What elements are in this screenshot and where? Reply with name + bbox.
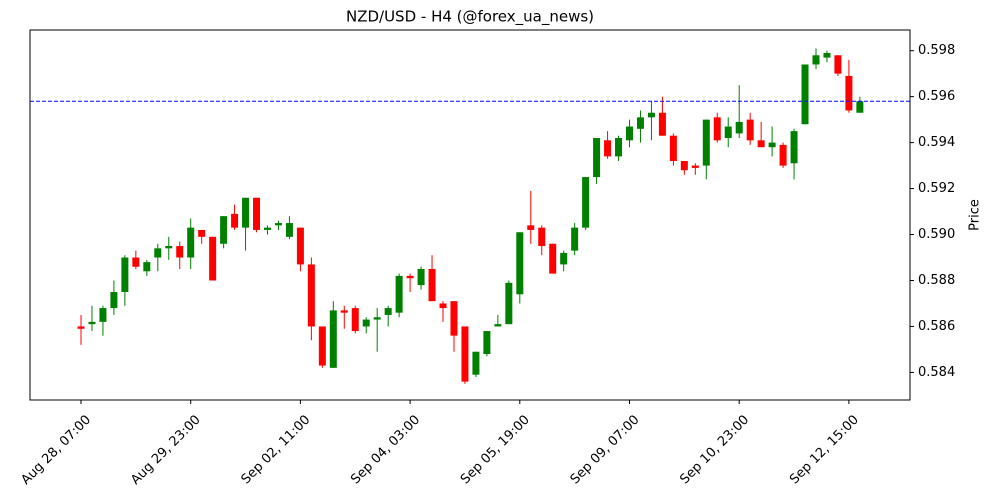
candle-body [593, 138, 601, 178]
candle-body [713, 117, 721, 141]
y-tick-label: 0.586 [918, 319, 955, 334]
candle-body [615, 138, 623, 157]
candle-body [154, 248, 162, 258]
candle-body [373, 317, 381, 320]
candle-body [165, 246, 173, 249]
candle-body [538, 227, 546, 247]
candle-body [647, 112, 655, 118]
candle-body [669, 135, 677, 161]
candle-body [626, 126, 633, 141]
candle-body [801, 64, 809, 125]
candle-body [516, 232, 524, 295]
candle-body [582, 177, 590, 228]
candle-body [768, 142, 776, 148]
candle-body [691, 165, 699, 168]
candle-body [428, 269, 436, 302]
candle-body [198, 229, 206, 237]
candle-body [472, 351, 480, 375]
candle-body [274, 223, 282, 226]
candle-body [88, 321, 96, 325]
y-tick-label: 0.592 [918, 181, 955, 196]
candle-body [790, 131, 798, 164]
candle-body [143, 262, 151, 272]
candle-body [307, 264, 315, 327]
plot-frame [29, 29, 911, 401]
candle-body [735, 121, 743, 134]
candle-body [658, 112, 666, 136]
candle-body [263, 227, 271, 230]
candle-body [176, 246, 184, 258]
y-axis-label: Price [968, 199, 983, 231]
candle-body [560, 252, 568, 265]
candle-body [636, 117, 644, 129]
candle-body [779, 144, 787, 166]
candle-body [604, 140, 612, 157]
candle-body [724, 126, 732, 139]
y-tick-label: 0.596 [918, 89, 955, 104]
candle-body [845, 75, 853, 111]
candle-body [746, 119, 754, 141]
candle-body [406, 275, 414, 279]
candle-body [121, 257, 129, 292]
y-tick-label: 0.590 [918, 227, 955, 242]
y-tick-label: 0.594 [918, 135, 955, 150]
candle-body [549, 243, 557, 274]
candle-body [220, 216, 228, 244]
candle-body [461, 326, 469, 382]
candle-body [285, 223, 293, 237]
candle-body [450, 301, 458, 336]
candle-body [351, 308, 359, 332]
candle-body [187, 227, 195, 258]
y-tick-label: 0.584 [918, 365, 955, 380]
candle-body [340, 310, 348, 313]
candle-body [209, 236, 217, 281]
candle-body [362, 319, 370, 327]
candle-body [395, 275, 403, 313]
candle-body [242, 197, 250, 228]
candle-body [99, 308, 107, 322]
candle-body [505, 282, 513, 325]
candle-body [856, 101, 864, 113]
candle-body [77, 326, 85, 329]
candle-body [527, 225, 535, 230]
y-tick-label: 0.588 [918, 273, 955, 288]
candle-body [329, 310, 337, 368]
candle-body [812, 55, 820, 65]
candle-body [384, 308, 392, 315]
candle-body [253, 197, 261, 230]
candle-body [494, 324, 502, 327]
candle-body [483, 331, 491, 355]
chart-title: NZD/USD - H4 (@forex_ua_news) [346, 8, 594, 27]
candle-body [757, 140, 765, 148]
candle-body [571, 227, 579, 251]
candle-body [702, 119, 710, 166]
candle-body [296, 227, 304, 265]
candle-body [834, 55, 842, 74]
candle-body [417, 269, 425, 286]
candle-body [231, 213, 239, 228]
candle-body [110, 291, 118, 309]
candle-body [439, 303, 447, 309]
candle-body [680, 160, 688, 171]
candle-body [318, 326, 326, 366]
y-tick-label: 0.598 [918, 43, 955, 58]
candle-body [132, 257, 140, 267]
candle-body [823, 52, 831, 58]
